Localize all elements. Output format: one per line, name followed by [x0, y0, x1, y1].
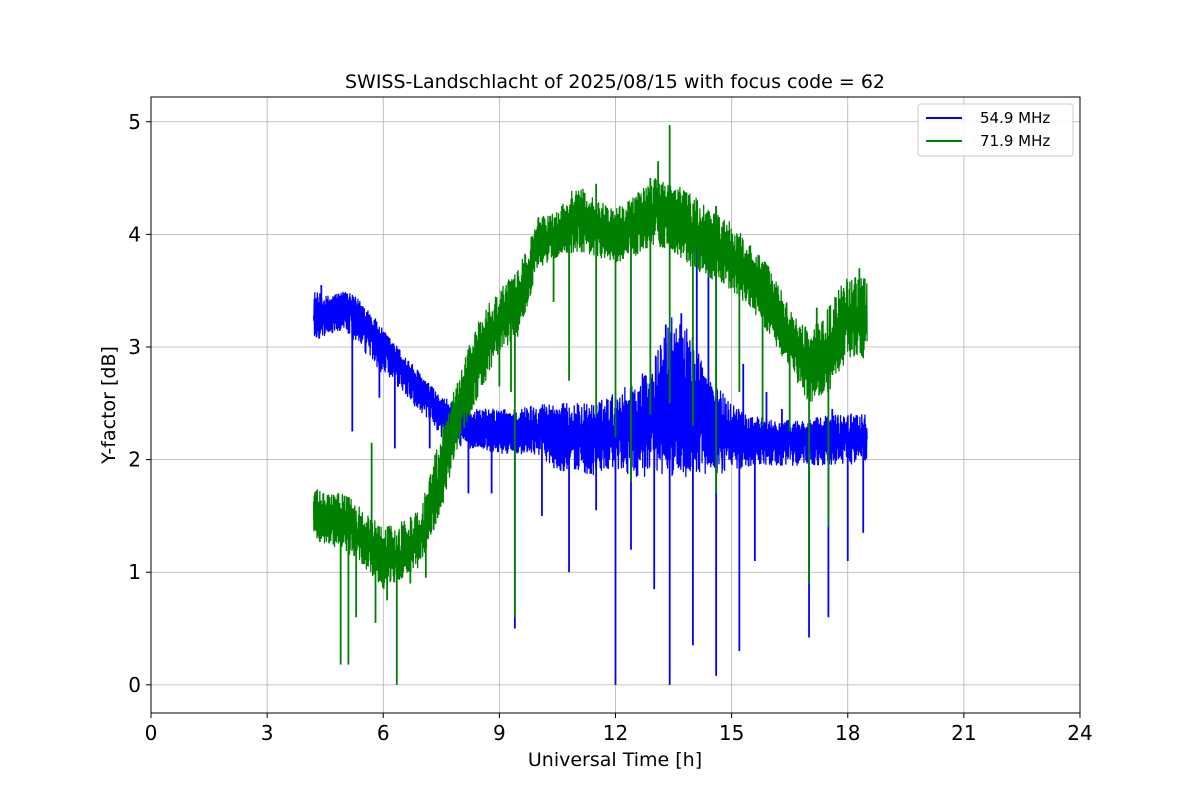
- x-tick-label: 24: [1067, 721, 1092, 745]
- x-tick-label: 9: [493, 721, 506, 745]
- x-tick-label: 18: [835, 721, 860, 745]
- y-axis: 0 1 2 3 4 5: [128, 110, 151, 697]
- x-tick-label: 21: [951, 721, 976, 745]
- y-tick-label: 1: [128, 560, 141, 584]
- series-trace: [312, 291, 868, 478]
- y-tick-label: 5: [128, 110, 141, 134]
- chart-title: SWISS-Landschlacht of 2025/08/15 with fo…: [345, 71, 885, 93]
- legend-label: 71.9 MHz: [980, 132, 1050, 150]
- x-tick-label: 6: [377, 721, 390, 745]
- x-tick-label: 0: [145, 721, 158, 745]
- series-layer: [312, 125, 868, 685]
- x-tick-label: 12: [603, 721, 628, 745]
- x-axis: 0 3 6 9 12 15 18 21 24: [145, 713, 1093, 745]
- y-tick-label: 3: [128, 335, 141, 359]
- legend-label: 54.9 MHz: [980, 109, 1050, 127]
- y-axis-label: Y-factor [dB]: [98, 346, 120, 465]
- series-green: [312, 125, 868, 685]
- x-tick-label: 15: [719, 721, 744, 745]
- y-tick-label: 4: [128, 222, 141, 246]
- series-trace: [312, 178, 868, 590]
- y-tick-label: 2: [128, 448, 141, 472]
- legend: 54.9 MHz 71.9 MHz: [917, 103, 1074, 157]
- x-axis-label: Universal Time [h]: [528, 749, 702, 771]
- x-tick-label: 3: [261, 721, 274, 745]
- y-tick-label: 0: [128, 673, 141, 697]
